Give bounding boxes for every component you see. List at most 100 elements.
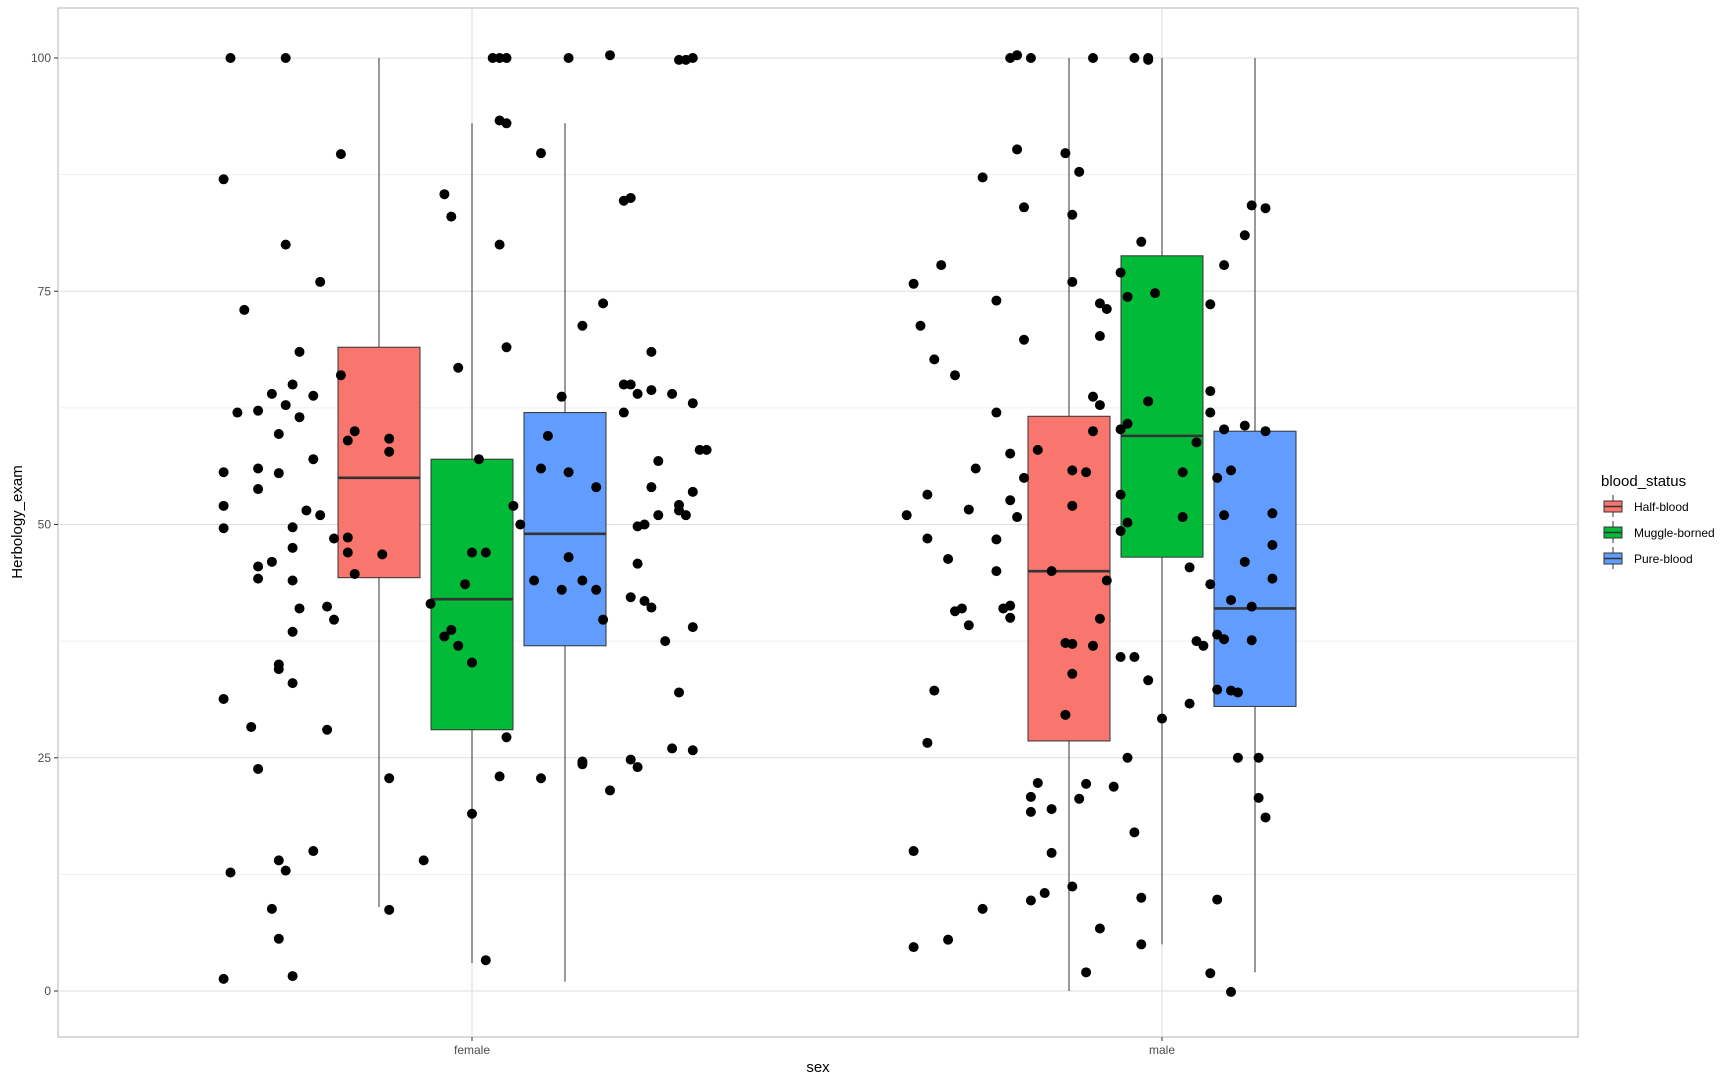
data-point xyxy=(308,454,319,465)
x-axis-title: sex xyxy=(806,1059,830,1076)
data-point xyxy=(287,542,298,553)
y-tick-label: 50 xyxy=(38,518,52,532)
box-iqr xyxy=(430,458,514,731)
data-point xyxy=(1246,635,1257,646)
data-point xyxy=(232,407,243,418)
data-point xyxy=(1088,53,1098,63)
data-point xyxy=(680,54,691,65)
data-point xyxy=(315,510,326,521)
data-point xyxy=(950,370,960,381)
data-point xyxy=(1184,562,1195,573)
data-point xyxy=(536,148,546,159)
data-point xyxy=(329,614,339,625)
data-point xyxy=(1157,713,1167,724)
data-point xyxy=(1101,575,1112,586)
data-point xyxy=(1212,472,1223,483)
legend-label: Half-blood xyxy=(1634,500,1689,514)
data-point xyxy=(253,573,264,584)
data-point xyxy=(225,53,236,63)
data-point xyxy=(1219,260,1230,271)
data-point xyxy=(1074,166,1085,177)
data-point xyxy=(273,664,284,675)
data-point xyxy=(1205,386,1216,397)
data-point xyxy=(1122,291,1133,302)
data-point xyxy=(1019,334,1029,345)
data-point xyxy=(556,584,567,595)
data-point xyxy=(1184,698,1195,709)
data-point xyxy=(1232,752,1243,763)
data-point xyxy=(1246,200,1257,211)
data-point xyxy=(322,724,333,735)
data-point xyxy=(667,388,678,399)
data-point xyxy=(273,933,284,944)
data-point xyxy=(1025,53,1036,63)
data-point xyxy=(991,534,1002,545)
data-point xyxy=(1025,791,1036,802)
data-point xyxy=(1267,508,1278,519)
data-point xyxy=(273,855,284,866)
data-point xyxy=(1025,806,1036,817)
box-muggle-borned-male xyxy=(1120,58,1204,945)
data-point xyxy=(218,523,229,534)
box-iqr xyxy=(1027,415,1111,742)
data-point xyxy=(1094,923,1105,934)
data-point xyxy=(625,192,636,203)
data-point xyxy=(515,519,526,530)
data-point xyxy=(1260,812,1271,823)
data-point xyxy=(618,407,629,418)
data-point xyxy=(349,426,360,437)
data-point xyxy=(1253,752,1264,763)
data-point xyxy=(929,354,940,365)
data-point xyxy=(667,743,678,754)
data-point xyxy=(936,260,947,271)
points-layer xyxy=(218,50,1278,997)
data-point xyxy=(1115,424,1126,435)
data-point xyxy=(335,149,346,160)
data-point xyxy=(1205,968,1216,979)
data-point xyxy=(653,456,664,467)
y-axis-ticks: 0 25 50 75 100 xyxy=(31,51,58,998)
data-point xyxy=(266,903,277,914)
data-point xyxy=(246,721,257,732)
data-point xyxy=(1012,50,1023,61)
data-point xyxy=(287,678,298,689)
data-point xyxy=(1226,595,1236,606)
data-point xyxy=(977,903,988,914)
data-point xyxy=(598,298,609,309)
data-point xyxy=(632,762,643,773)
data-point xyxy=(625,592,636,603)
data-point xyxy=(943,554,954,565)
box-pure-blood-male xyxy=(1213,58,1297,973)
data-point xyxy=(1143,675,1154,686)
data-point xyxy=(632,388,643,399)
data-point xyxy=(335,370,346,381)
data-point xyxy=(563,552,574,563)
data-point xyxy=(287,626,298,637)
data-point xyxy=(453,640,464,651)
data-point xyxy=(1046,566,1057,577)
data-point xyxy=(1060,709,1071,720)
data-point xyxy=(287,971,298,982)
data-point xyxy=(253,463,264,474)
data-point xyxy=(301,505,312,516)
data-point xyxy=(687,745,698,756)
data-point xyxy=(1205,579,1216,590)
data-point xyxy=(1177,512,1188,523)
data-point xyxy=(1115,489,1126,500)
data-point xyxy=(1081,778,1092,789)
data-point xyxy=(349,568,360,579)
data-point xyxy=(591,584,602,595)
data-point xyxy=(591,482,602,493)
data-point xyxy=(384,773,395,784)
data-point xyxy=(1205,407,1216,418)
data-point xyxy=(1246,601,1257,612)
data-point xyxy=(929,685,940,696)
data-point xyxy=(1150,288,1161,299)
x-axis-ticks: female male xyxy=(454,1037,1175,1057)
data-point xyxy=(1239,556,1250,567)
data-point xyxy=(1067,465,1078,476)
data-point xyxy=(439,189,450,200)
data-point xyxy=(1101,303,1112,314)
data-point xyxy=(1205,299,1216,310)
data-point xyxy=(1005,448,1016,459)
